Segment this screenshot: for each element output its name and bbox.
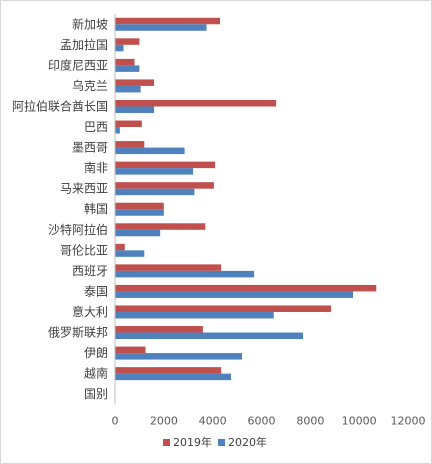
bar-series1-16: [115, 346, 146, 354]
category-label: 伊朗: [84, 346, 108, 360]
legend: 2019年 2020年: [163, 435, 267, 449]
category-label: 乌克兰: [72, 78, 108, 93]
bar-series1-15: [115, 326, 203, 333]
bar-series1-3: [115, 79, 155, 86]
category-label: 西班牙: [72, 264, 108, 278]
category-label: 泰国: [84, 284, 108, 298]
bar-series1-0: [115, 17, 220, 25]
bar-series1-4: [115, 99, 277, 107]
category-label: 孟加拉国: [60, 37, 108, 52]
x-tick-label: 0: [112, 414, 119, 427]
bar-series2-9: [115, 209, 164, 216]
bar-series1-7: [115, 161, 216, 169]
bar-series2-8: [115, 188, 195, 196]
bar-series2-3: [115, 85, 141, 93]
x-tick-label: 2000: [150, 414, 178, 427]
bar-series2-0: [115, 24, 207, 31]
bar-series1-5: [115, 120, 142, 128]
bar-series2-5: [115, 127, 120, 134]
category-label: 意大利: [72, 304, 108, 319]
bar-series2-15: [115, 332, 304, 340]
legend-swatch-1: [163, 439, 170, 446]
bar-series1-12: [115, 264, 222, 271]
bar-series2-10: [115, 229, 161, 237]
bars-group: [115, 17, 377, 381]
bar-series1-6: [115, 141, 145, 148]
bar-series2-4: [115, 106, 155, 113]
bar-series2-17: [115, 373, 231, 381]
x-tick-label: 6000: [248, 414, 276, 427]
category-label: 韩国: [84, 201, 108, 216]
category-labels: 新加坡孟加拉国印度尼西亚乌克兰阿拉伯联合酋长国巴西墨西哥南非马来西亚韩国沙特阿拉…: [12, 16, 108, 401]
bar-series1-8: [115, 182, 214, 189]
bar-series1-10: [115, 223, 206, 230]
bar-series1-14: [115, 305, 332, 312]
category-label: 新加坡: [72, 16, 108, 31]
category-label: 国别: [84, 387, 108, 401]
bar-series2-1: [115, 44, 124, 52]
category-label: 俄罗斯联邦: [48, 326, 108, 340]
bar-series1-9: [115, 202, 164, 210]
category-label: 墨西哥: [72, 141, 108, 155]
category-label: 马来西亚: [60, 182, 108, 196]
category-label: 阿拉伯联合酋长国: [12, 98, 108, 113]
bar-series2-14: [115, 311, 274, 319]
bar-series2-2: [115, 65, 140, 72]
bar-series1-17: [115, 367, 222, 374]
category-label: 越南: [84, 366, 108, 381]
category-label: 南非: [84, 160, 108, 175]
legend-label-2: 2020年: [228, 435, 267, 449]
bar-series2-12: [115, 270, 255, 278]
x-tick-label: 12000: [391, 414, 426, 427]
x-tick-label: 4000: [199, 414, 227, 427]
bar-series2-16: [115, 353, 242, 360]
bar-series1-1: [115, 38, 140, 45]
legend-swatch-2: [218, 439, 225, 446]
bar-series1-2: [115, 58, 135, 66]
x-tick-labels: 0 2000 4000 6000 8000 10000 12000: [112, 414, 426, 427]
bar-series1-11: [115, 243, 125, 251]
x-tick-label: 8000: [296, 414, 324, 427]
category-label: 巴西: [84, 120, 108, 134]
bar-series1-13: [115, 284, 377, 292]
category-label: 沙特阿拉伯: [48, 222, 108, 237]
bar-series2-6: [115, 147, 185, 155]
category-label: 印度尼西亚: [48, 57, 108, 72]
bar-series2-13: [115, 291, 354, 298]
bar-series2-7: [115, 168, 194, 175]
bar-series2-11: [115, 250, 145, 257]
x-tick-label: 10000: [342, 414, 377, 427]
legend-label-1: 2019年: [173, 435, 212, 449]
category-label: 哥伦比亚: [60, 242, 108, 257]
